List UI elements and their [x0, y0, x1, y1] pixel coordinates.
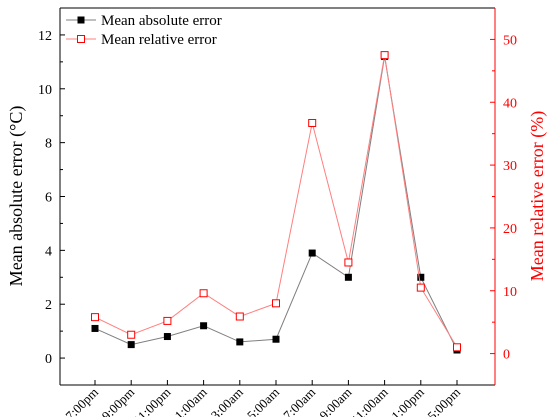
series-mean-relative-error	[91, 51, 461, 352]
y-tick-label: 6	[45, 191, 52, 206]
x-tick-label: 3:00am	[208, 385, 246, 417]
data-point	[380, 51, 389, 60]
legend-marker	[77, 16, 85, 24]
data-point	[127, 330, 136, 339]
data-point	[308, 118, 317, 127]
data-point	[453, 343, 461, 352]
x-tick-label: 7:00pm	[62, 385, 101, 417]
axis-layer: 024681012010203040507:00pm9:00pm11:00pm1…	[38, 29, 517, 417]
y2-tick-label: 50	[503, 33, 517, 48]
data-point	[127, 341, 135, 349]
y-tick-label: 0	[45, 352, 52, 367]
x-tick-label: 5:00am	[244, 385, 282, 417]
x-tick-label: 9:00pm	[99, 385, 138, 417]
y-tick-label: 10	[38, 83, 52, 98]
x-tick-label: 11:00pm	[131, 385, 174, 417]
y-tick-label: 2	[45, 298, 52, 313]
data-point	[344, 273, 352, 281]
data-point	[91, 313, 99, 322]
data-point	[416, 283, 425, 292]
x-tick-label: 7:00am	[280, 385, 318, 417]
data-point	[163, 316, 172, 325]
y2-tick-label: 40	[503, 96, 517, 111]
data-point	[200, 322, 208, 330]
data-point	[236, 338, 244, 346]
y-tick-label: 12	[38, 29, 52, 44]
legend-label: Mean relative error	[101, 32, 217, 48]
data-point	[91, 324, 99, 332]
x-tick-label: 1:00pm	[388, 385, 427, 417]
data-point	[199, 289, 208, 298]
data-point	[344, 258, 353, 267]
plot-frame	[59, 7, 496, 386]
y2-tick-label: 20	[503, 222, 517, 237]
legend-marker	[77, 35, 85, 43]
data-point	[235, 312, 244, 321]
legend: Mean absolute error Mean relative error	[66, 13, 222, 48]
y2-axis-label: Mean relative error (%)	[527, 111, 548, 281]
y-tick-label: 4	[45, 244, 52, 259]
x-tick-label: 1:00am	[172, 385, 210, 417]
series-layer	[91, 51, 461, 354]
x-tick-label: 5:00pm	[424, 385, 463, 417]
data-point	[163, 333, 171, 341]
y2-tick-label: 0	[503, 348, 510, 363]
data-point	[417, 273, 425, 281]
y-axis-label: Mean absolute error (°C)	[6, 106, 27, 287]
data-point	[272, 335, 280, 343]
data-point	[272, 299, 280, 308]
y2-tick-label: 10	[503, 285, 517, 300]
y-tick-label: 8	[45, 137, 52, 152]
y2-tick-label: 30	[503, 159, 517, 174]
x-tick-label: 9:00am	[316, 385, 354, 417]
data-point	[308, 249, 316, 257]
series-mean-absolute-error	[91, 52, 461, 354]
x-tick-label: 11:00am	[348, 385, 390, 417]
legend-label: Mean absolute error	[101, 13, 222, 29]
